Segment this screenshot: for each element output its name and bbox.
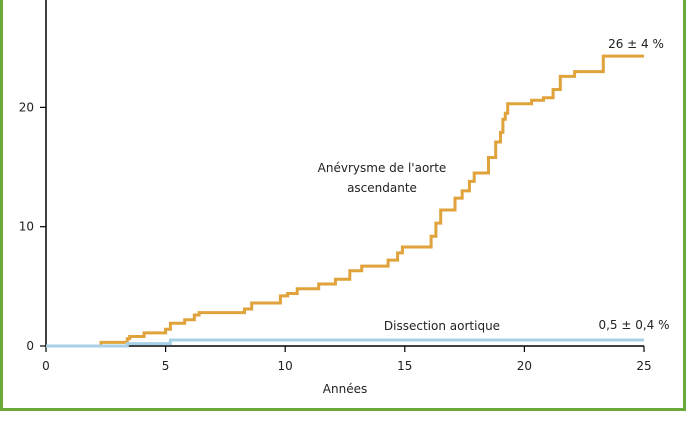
series-group <box>46 54 644 348</box>
x-tick-label: 5 <box>162 359 170 373</box>
annotation-dissection: Dissection aortique <box>384 319 500 333</box>
y-tick-label: 20 <box>19 100 34 114</box>
series-line-0 <box>46 54 644 348</box>
x-tick-label: 0 <box>42 359 50 373</box>
y-tick-label: 0 <box>26 339 34 353</box>
x-tick-label: 15 <box>397 359 412 373</box>
x-tick-label: 10 <box>278 359 293 373</box>
annotation-aneurysm-line1: Anévrysme de l'aorte <box>318 161 447 175</box>
end-label-dissection: 0,5 ± 0,4 % <box>598 318 669 332</box>
x-tick-label: 25 <box>636 359 651 373</box>
y-tick-label: 10 <box>19 220 34 234</box>
annotation-aneurysm-line2: ascendante <box>347 181 417 195</box>
x-tick-label: 20 <box>517 359 532 373</box>
series-line-1 <box>46 338 644 348</box>
x-axis-label: Années <box>323 382 367 396</box>
annotations: 26 ± 4 % 0,5 ± 0,4 % Anévrysme de l'aorte a… <box>318 37 670 333</box>
axes <box>0 0 686 411</box>
end-label-aneurysm: 26 ± 4 % <box>608 37 664 51</box>
ticks: 0 5 10 15 20 25 0 10 20 Années <box>19 100 652 396</box>
